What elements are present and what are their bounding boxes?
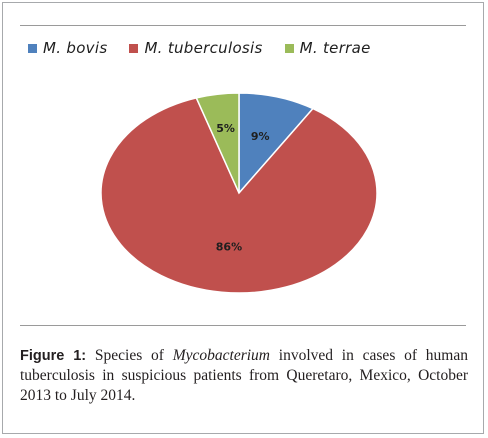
legend-item-m-terrae: M. terrae (284, 39, 371, 57)
caption-text-after: involved in cases of human tuberculosis … (20, 347, 468, 404)
bottom-rule (20, 325, 466, 326)
figure-caption: Figure 1: Species of Mycobacterium invol… (20, 346, 468, 406)
legend-item-m-tuberculosis: M. tuberculosis (129, 39, 262, 57)
chart-legend: M. bovis M. tuberculosis M. terrae (20, 38, 466, 58)
legend-swatch-m-terrae (284, 43, 294, 53)
caption-genus: Mycobacterium (172, 347, 271, 364)
legend-label-m-tuberculosis: M. tuberculosis (144, 39, 263, 57)
pie-slice-m-terrae (195, 92, 240, 194)
pie-label-m-bovis: 9% (251, 130, 270, 143)
caption-label: Figure 1: (20, 348, 87, 364)
legend-swatch-m-bovis (28, 43, 37, 53)
pie-label-m-terrae: 5% (216, 122, 235, 135)
pie-label-m-tuberculosis: 86% (216, 241, 242, 254)
legend-item-m-bovis: M. bovis (28, 39, 107, 57)
legend-label-m-terrae: M. terrae (299, 39, 371, 57)
caption-text-before: Species of (86, 347, 173, 364)
legend-swatch-m-tuberculosis (129, 43, 139, 53)
legend-label-m-bovis: M. bovis (43, 39, 108, 57)
top-rule (20, 25, 466, 26)
pie-slice-m-tuberculosis (100, 97, 378, 294)
